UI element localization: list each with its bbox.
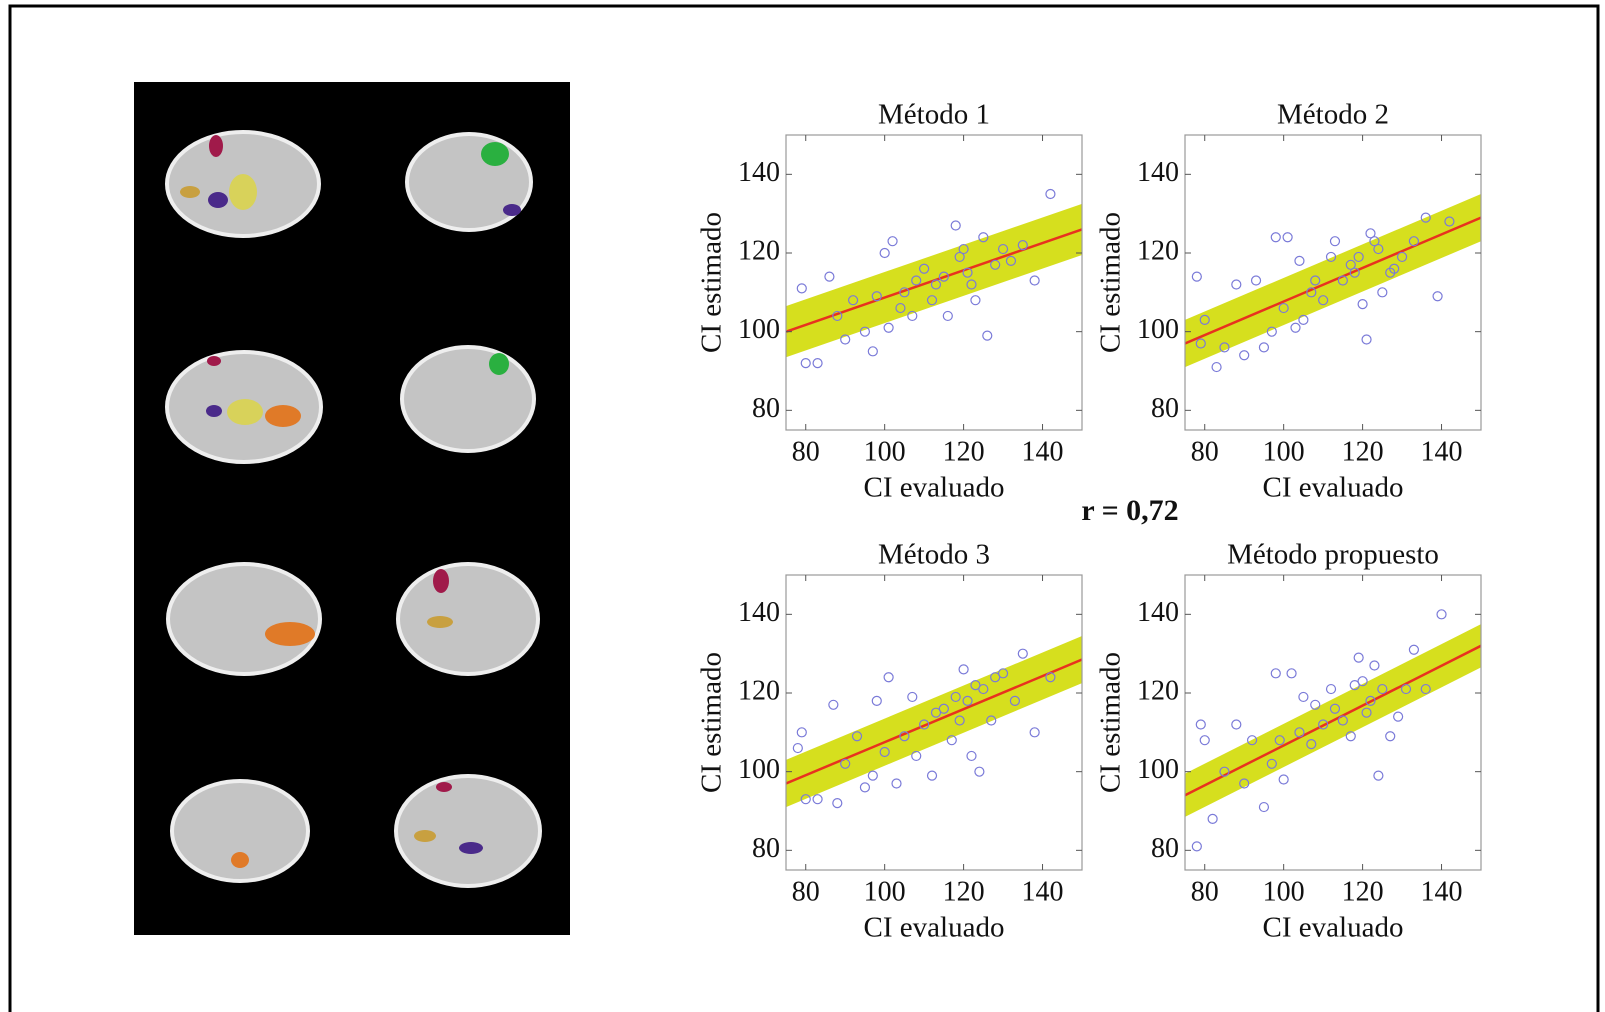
region bbox=[180, 186, 200, 198]
y-tick-label: 80 bbox=[752, 833, 780, 864]
y-axis-label: CI estimado bbox=[696, 652, 728, 793]
y-tick-label: 80 bbox=[752, 393, 780, 424]
x-axis-label: CI evaluado bbox=[864, 912, 1005, 944]
x-axis-label: CI evaluado bbox=[1263, 472, 1404, 504]
y-tick-label: 100 bbox=[1137, 754, 1179, 785]
brain-slice bbox=[396, 776, 540, 886]
y-tick-label: 100 bbox=[738, 754, 780, 785]
x-tick-label: 100 bbox=[864, 436, 906, 467]
region bbox=[206, 405, 222, 417]
region bbox=[414, 830, 436, 842]
x-tick-label: 80 bbox=[792, 876, 820, 907]
x-tick-label: 120 bbox=[1342, 436, 1384, 467]
x-tick-label: 100 bbox=[1263, 436, 1305, 467]
x-tick-label: 120 bbox=[943, 436, 985, 467]
region bbox=[231, 852, 249, 868]
brain-panel bbox=[134, 82, 570, 935]
chart-title: Método 1 bbox=[878, 99, 990, 131]
region bbox=[209, 135, 223, 157]
x-axis-label: CI evaluado bbox=[1263, 912, 1404, 944]
region bbox=[265, 405, 301, 427]
x-tick-label: 140 bbox=[1022, 876, 1064, 907]
y-axis-label: CI estimado bbox=[1095, 652, 1127, 793]
x-tick-label: 140 bbox=[1421, 436, 1463, 467]
brain-slice bbox=[402, 347, 534, 451]
x-tick-label: 140 bbox=[1022, 436, 1064, 467]
region bbox=[265, 622, 315, 646]
region bbox=[503, 204, 521, 216]
y-tick-label: 80 bbox=[1151, 393, 1179, 424]
y-tick-label: 140 bbox=[1137, 157, 1179, 188]
page: r = 0,72 80 100 120 140 80 100 120 140 Método 1 C… bbox=[0, 0, 1605, 1012]
region bbox=[436, 782, 452, 792]
region bbox=[489, 353, 509, 375]
region bbox=[481, 142, 509, 166]
y-tick-label: 120 bbox=[738, 235, 780, 266]
x-tick-label: 80 bbox=[1191, 876, 1219, 907]
x-tick-label: 120 bbox=[1342, 876, 1384, 907]
y-tick-label: 80 bbox=[1151, 833, 1179, 864]
y-axis-label: CI estimado bbox=[696, 212, 728, 353]
x-axis-label: CI evaluado bbox=[864, 472, 1005, 504]
correlation-annotation: r = 0,72 bbox=[1081, 494, 1178, 527]
region bbox=[459, 842, 483, 854]
y-tick-label: 120 bbox=[738, 675, 780, 706]
x-tick-label: 80 bbox=[792, 436, 820, 467]
x-tick-label: 80 bbox=[1191, 436, 1219, 467]
x-tick-label: 100 bbox=[1263, 876, 1305, 907]
x-tick-label: 100 bbox=[864, 876, 906, 907]
region bbox=[433, 569, 449, 593]
y-tick-label: 140 bbox=[738, 157, 780, 188]
figure: r = 0,72 80 100 120 140 80 100 120 140 Método 1 C… bbox=[0, 0, 1605, 1012]
region bbox=[207, 356, 221, 366]
chart-title: Método 2 bbox=[1277, 99, 1389, 131]
y-tick-label: 140 bbox=[1137, 597, 1179, 628]
x-tick-label: 140 bbox=[1421, 876, 1463, 907]
y-axis-label: CI estimado bbox=[1095, 212, 1127, 353]
brain-slice bbox=[398, 564, 538, 674]
region bbox=[208, 192, 228, 208]
region bbox=[229, 174, 257, 210]
y-tick-label: 140 bbox=[738, 597, 780, 628]
chart-title: Método propuesto bbox=[1227, 539, 1439, 571]
brain-slice bbox=[168, 564, 320, 674]
x-tick-label: 120 bbox=[943, 876, 985, 907]
y-tick-label: 100 bbox=[1137, 314, 1179, 345]
y-tick-label: 120 bbox=[1137, 235, 1179, 266]
y-tick-label: 120 bbox=[1137, 675, 1179, 706]
chart-title: Método 3 bbox=[878, 539, 990, 571]
region bbox=[227, 399, 263, 425]
y-tick-label: 100 bbox=[738, 314, 780, 345]
region bbox=[427, 616, 453, 628]
